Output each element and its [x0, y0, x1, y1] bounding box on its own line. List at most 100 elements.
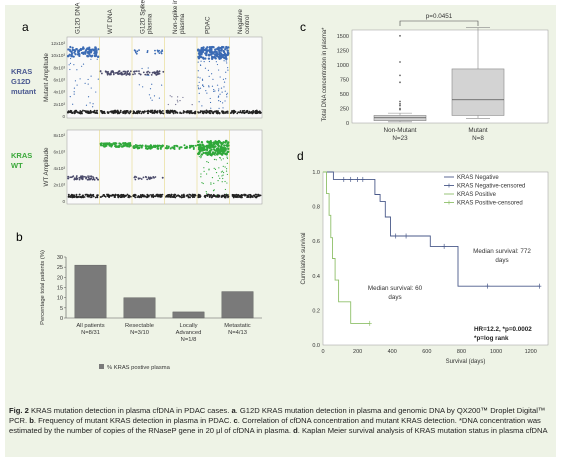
panel-a-droplet — [75, 48, 78, 51]
panel-a-droplet — [167, 109, 170, 112]
panel-b-legend-label: % KRAS postive plasma — [107, 365, 171, 371]
panel-a-droplet — [197, 196, 200, 199]
panel-a-droplet — [224, 166, 226, 168]
panel-a-droplet — [211, 85, 214, 87]
panel-a-droplet — [208, 85, 210, 87]
panel-a-column-label: plasma — [146, 13, 153, 34]
panel-a-droplet — [76, 196, 79, 199]
panel-a-droplet — [136, 50, 139, 53]
panel-a-droplet — [166, 194, 169, 196]
caption-d-text: . Kaplan Meier survival analysis of KRAS… — [297, 426, 548, 435]
panel-a-droplet — [239, 111, 242, 114]
panel-a-droplet — [181, 194, 183, 196]
panel-a-droplet — [151, 71, 154, 74]
caption-fig-label: Fig. 2 — [9, 406, 29, 415]
panel-a-droplet — [219, 52, 223, 55]
panel-c-outlier — [399, 100, 401, 103]
panel-a-droplet — [223, 81, 226, 83]
panel-a-droplet — [123, 110, 126, 112]
panel-a-droplet — [216, 84, 219, 86]
panel-a-droplet — [192, 147, 195, 150]
panel-a-droplet — [214, 90, 216, 92]
panel-a-droplet — [158, 52, 161, 55]
panel-a-droplet — [173, 144, 176, 147]
panel-a-droplet — [124, 71, 127, 73]
panel-a-droplet — [223, 86, 225, 88]
panel-a-droplet — [72, 194, 75, 197]
panel-a-droplet — [156, 147, 159, 150]
panel-a-droplet — [206, 192, 208, 194]
panel-a-droplet — [214, 154, 216, 156]
panel-a-droplet — [110, 194, 113, 197]
panel-a-droplet — [213, 158, 216, 161]
panel-a-droplet — [207, 69, 209, 71]
panel-a-droplet — [109, 110, 112, 113]
panel-a-droplet — [85, 104, 88, 106]
panel-d-median-negative: Median survival: 772 — [473, 248, 531, 255]
panel-a-droplet — [222, 174, 224, 176]
panel-c-outlier — [399, 102, 401, 105]
panel-a-droplet — [215, 53, 219, 57]
panel-a-droplet — [84, 82, 86, 84]
panel-a-droplet — [227, 195, 230, 198]
panel-a-droplet — [104, 112, 106, 115]
panel-a-droplet — [125, 142, 128, 145]
panel-a-droplet — [224, 141, 227, 144]
panel-a-droplet — [213, 56, 216, 59]
panel-d-median-positive: Median survival: 60 — [368, 285, 423, 292]
panel-a-top-ytick: 6x10³ — [54, 78, 66, 83]
panel-a-droplet — [116, 194, 119, 197]
panel-a-droplet — [73, 93, 75, 95]
panel-a-droplet — [95, 91, 97, 93]
panel-a-droplet — [213, 90, 215, 93]
panel-a-droplet — [198, 81, 200, 83]
panel-a-droplet — [220, 153, 224, 156]
panel-a-droplet — [140, 112, 143, 115]
panel-a-row-label-wt: WT — [11, 161, 23, 170]
panel-a-bottom-ytick: 4x10³ — [54, 166, 66, 171]
panel-a-droplet — [211, 151, 215, 154]
panel-a-droplet — [127, 70, 130, 73]
panel-a-droplet — [73, 91, 75, 93]
panel-a-droplet — [126, 145, 129, 148]
panel-a-droplet — [88, 53, 91, 56]
panel-a-droplet — [124, 194, 127, 197]
panel-a-droplet — [173, 194, 175, 196]
panel-a-droplet — [127, 195, 130, 198]
panel-a-droplet — [183, 144, 186, 147]
panel-a-droplet — [117, 70, 120, 73]
panel-d-xtick: 600 — [422, 349, 431, 355]
panel-a-droplet — [176, 112, 179, 114]
panel-a-droplet — [217, 53, 221, 56]
panel-a-droplet — [221, 110, 223, 113]
panel-a-droplet — [74, 80, 77, 82]
panel-a-droplet — [72, 175, 75, 178]
panel-a-droplet — [226, 96, 228, 98]
panel-a-droplet — [205, 109, 208, 112]
panel-a-droplet — [199, 110, 202, 113]
panel-a-droplet — [219, 49, 223, 52]
panel-a-droplet — [126, 193, 129, 196]
panel-a-droplet — [185, 194, 188, 197]
panel-a-droplet — [112, 73, 115, 76]
panel-d-median-negative: days — [495, 257, 508, 264]
panel-a-droplet — [128, 142, 132, 145]
panel-a-droplet — [250, 195, 253, 197]
panel-a-droplet — [89, 50, 92, 53]
panel-a-droplet — [202, 57, 205, 60]
panel-a-droplet — [197, 61, 199, 63]
panel-a-droplet — [224, 100, 226, 102]
panel-a-droplet — [146, 145, 149, 148]
panel-a-droplet — [224, 188, 227, 191]
panel-a-droplet — [211, 154, 213, 156]
panel-a-droplet — [96, 55, 100, 59]
panel-a-droplet — [68, 53, 71, 56]
panel-a-droplet — [67, 111, 69, 113]
panel-a-droplet — [235, 196, 237, 199]
panel-d-legend-label: KRAS Positive-censored — [457, 201, 523, 207]
panel-a-droplet — [78, 54, 81, 58]
panel-a-droplet — [69, 68, 71, 71]
panel-a-droplet — [220, 143, 223, 146]
panel-a-droplet — [225, 53, 229, 57]
panel-a-droplet — [210, 107, 212, 109]
